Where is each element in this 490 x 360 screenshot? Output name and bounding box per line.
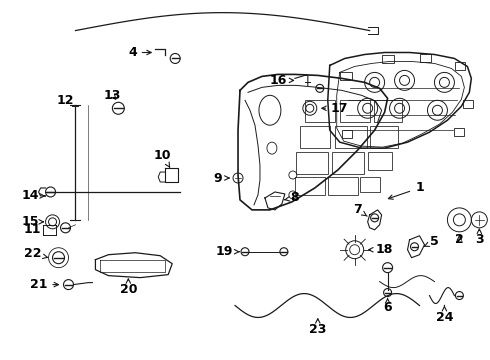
Bar xyxy=(340,72,352,80)
Bar xyxy=(300,126,330,148)
Text: 16: 16 xyxy=(269,74,294,87)
Text: 8: 8 xyxy=(285,192,299,204)
Bar xyxy=(455,62,466,71)
Bar xyxy=(419,54,432,62)
Bar xyxy=(368,152,392,170)
Text: 20: 20 xyxy=(120,279,137,296)
Text: 12: 12 xyxy=(57,94,74,107)
Bar xyxy=(295,177,325,195)
Text: 17: 17 xyxy=(322,102,348,115)
Text: 22: 22 xyxy=(24,247,48,260)
Bar xyxy=(296,152,328,174)
Text: 4: 4 xyxy=(128,46,151,59)
Text: 6: 6 xyxy=(383,298,392,314)
Text: 1: 1 xyxy=(389,181,424,199)
Text: 18: 18 xyxy=(368,243,393,256)
Text: 19: 19 xyxy=(216,245,239,258)
Text: 21: 21 xyxy=(30,278,58,291)
Text: 15: 15 xyxy=(22,215,43,228)
Text: 14: 14 xyxy=(22,189,45,202)
Bar xyxy=(335,126,367,148)
Text: 5: 5 xyxy=(424,235,439,248)
Bar xyxy=(382,55,393,63)
Text: 2: 2 xyxy=(455,233,464,246)
Bar xyxy=(369,126,397,148)
Text: 9: 9 xyxy=(214,171,229,185)
Bar xyxy=(464,100,473,108)
Bar xyxy=(328,177,358,195)
Text: 10: 10 xyxy=(153,149,171,167)
Text: 11: 11 xyxy=(24,223,41,236)
Bar xyxy=(332,152,364,174)
Text: 24: 24 xyxy=(436,305,453,324)
Text: 3: 3 xyxy=(475,229,484,246)
Bar xyxy=(342,130,352,138)
Bar xyxy=(454,128,465,136)
Bar xyxy=(305,100,335,122)
Text: 13: 13 xyxy=(104,89,121,102)
Bar xyxy=(360,177,380,192)
Text: 7: 7 xyxy=(353,203,367,216)
Bar xyxy=(340,100,369,122)
Text: 23: 23 xyxy=(309,319,326,336)
Bar xyxy=(374,100,401,122)
